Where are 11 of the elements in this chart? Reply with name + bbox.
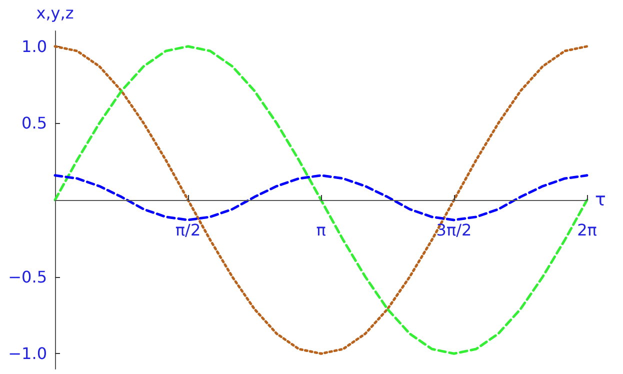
y-axis-title: x,y,z <box>36 4 74 22</box>
y-tick-label: 0.5 <box>22 114 47 133</box>
x-axis-title: τ <box>595 190 606 210</box>
y-tick-label: −0.5 <box>8 267 47 286</box>
y-tick-label: 1.0 <box>22 36 47 56</box>
line-series <box>54 174 588 222</box>
y-tick-label: −1.0 <box>8 344 47 364</box>
x-tick-label: 3π/2 <box>436 220 472 240</box>
x-tick-label: π/2 <box>175 220 201 240</box>
x-tick-label: π <box>316 220 326 240</box>
x-tick-label: 2π <box>577 220 598 240</box>
